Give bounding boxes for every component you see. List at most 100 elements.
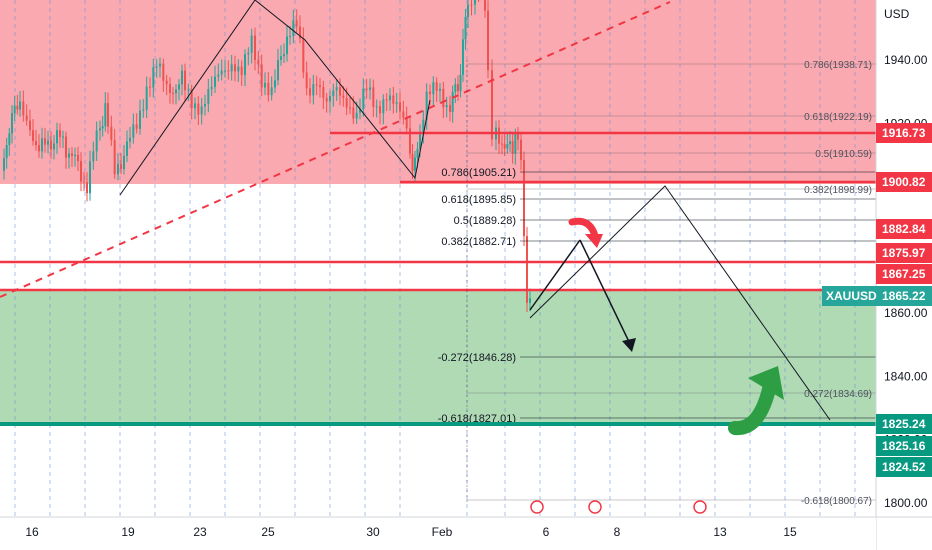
candle-body: [152, 67, 155, 88]
candle-body: [44, 138, 46, 145]
candle-body: [129, 137, 131, 142]
candle-body: [29, 120, 31, 131]
price-tag: [876, 286, 932, 306]
time-tick: 8: [614, 525, 621, 539]
time-tick: Feb: [432, 525, 453, 539]
candle-body: [214, 76, 216, 87]
candle-body: [292, 20, 295, 36]
candle-body: [104, 103, 107, 127]
candle-body: [101, 126, 104, 129]
candle-body: [509, 141, 511, 145]
zigzag-pattern: [119, 0, 431, 196]
candle-body: [13, 105, 16, 114]
candle-body: [464, 17, 467, 40]
green-arrow-head: [748, 366, 784, 400]
candle-body: [181, 70, 183, 85]
time-tick: 15: [783, 525, 797, 539]
candle-body: [435, 82, 438, 91]
candle-body: [83, 181, 85, 183]
candle-body: [113, 140, 116, 175]
candle-body: [92, 151, 95, 162]
price-tag: [876, 243, 932, 263]
candle-body: [142, 109, 145, 111]
candle-body: [514, 134, 517, 154]
candle-body: [68, 153, 70, 158]
candle-body: [95, 130, 98, 152]
candle-body: [501, 143, 503, 145]
candle-body: [392, 95, 395, 104]
supply-zone: [0, 0, 876, 184]
price-tag-label: 1882.84: [882, 222, 926, 236]
candle-body: [62, 136, 64, 138]
candle-body: [289, 35, 291, 37]
candle-body: [349, 107, 351, 109]
price-tag-label: 1825.16: [882, 439, 926, 453]
drawings: [0, 0, 831, 505]
candle-body: [32, 130, 34, 141]
symbol-tag: [822, 286, 876, 306]
projection-up: [529, 239, 581, 311]
candle-body: [329, 96, 331, 102]
candle-body: [65, 136, 67, 158]
fib-label-left: 0.786(1905.21): [441, 167, 516, 179]
price-tag: [876, 414, 932, 434]
fib-label-left: 0.618(1895.85): [441, 194, 516, 206]
price-axis[interactable]: USD1800.001820.001840.001860.001880.0019…: [822, 0, 932, 550]
candle-body: [41, 138, 43, 152]
price-tag: [876, 436, 932, 456]
candle-body: [19, 101, 21, 110]
candle-body: [454, 84, 457, 93]
candle-body: [335, 87, 338, 91]
candle-body: [187, 89, 190, 91]
candle-body: [339, 87, 341, 96]
currency-label: USD: [884, 7, 910, 21]
candle-body: [439, 88, 441, 91]
candle-body: [162, 63, 165, 81]
candle-body: [442, 88, 445, 108]
candle-body: [217, 74, 220, 77]
candle-body: [332, 90, 335, 97]
price-tag: [876, 123, 932, 143]
candle-body: [487, 10, 489, 71]
price-tag-label: 1867.25: [882, 267, 926, 281]
price-tag-label: 1865.22: [882, 289, 926, 303]
candle-body: [523, 160, 525, 237]
candle-body: [283, 54, 285, 57]
price-tag: [876, 457, 932, 477]
time-tick: 19: [121, 525, 135, 539]
vertical-grid: [14, 0, 856, 517]
candle-body: [107, 103, 109, 127]
fib-label-right: 0.786(1938.71): [804, 60, 872, 71]
candle-body: [411, 153, 414, 171]
fib-label-right: 0.5(1910.59): [815, 149, 872, 160]
candle-body: [35, 140, 37, 146]
candle-body: [375, 106, 378, 108]
candle-body: [395, 102, 398, 104]
candle-body: [117, 164, 119, 175]
candle-body: [405, 117, 408, 129]
price-tag: [876, 264, 932, 284]
candle-body: [295, 20, 298, 27]
candle-body: [299, 26, 301, 39]
price-tick: 1860.00: [884, 306, 928, 320]
candle-body: [526, 236, 528, 303]
time-axis[interactable]: 16 19 23 25 30 Feb 6 8 13 15: [0, 500, 932, 550]
candle-body: [25, 115, 28, 121]
candle-body: [503, 144, 506, 149]
time-tick: 13: [713, 525, 727, 539]
event-marker: [530, 500, 544, 514]
candle-body: [305, 72, 308, 89]
candle-body: [135, 124, 138, 129]
fib-label-left: 0.382(1882.71): [441, 236, 516, 248]
candle-body: [11, 113, 13, 134]
candle-body: [309, 88, 311, 96]
fib-label-right: 0.618(1922.19): [804, 112, 872, 123]
candle-body: [120, 164, 122, 170]
candle-body: [178, 84, 180, 90]
price-tag: [876, 219, 932, 239]
time-axis-bg: [0, 517, 876, 550]
candle-body: [529, 298, 531, 303]
candle-body: [445, 104, 448, 108]
candle-body: [422, 119, 425, 135]
